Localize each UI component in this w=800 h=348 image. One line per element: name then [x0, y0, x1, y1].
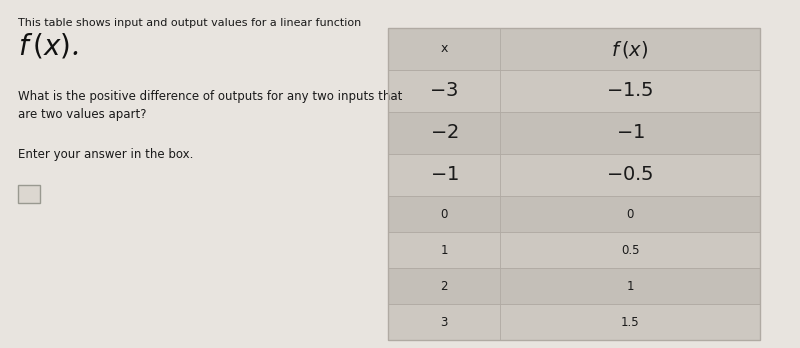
- Text: $-3$: $-3$: [430, 82, 458, 100]
- Text: 1: 1: [626, 279, 634, 293]
- FancyBboxPatch shape: [388, 112, 760, 154]
- Text: 1.5: 1.5: [621, 316, 639, 329]
- FancyBboxPatch shape: [388, 304, 760, 340]
- Text: Enter your answer in the box.: Enter your answer in the box.: [18, 148, 194, 161]
- FancyBboxPatch shape: [388, 70, 760, 112]
- Text: 0: 0: [626, 207, 634, 221]
- Text: $-1$: $-1$: [430, 166, 458, 184]
- Text: $f\,(x)$: $f\,(x)$: [611, 39, 649, 60]
- FancyBboxPatch shape: [388, 232, 760, 268]
- Text: 0: 0: [440, 207, 448, 221]
- FancyBboxPatch shape: [388, 154, 760, 196]
- Text: 2: 2: [440, 279, 448, 293]
- Text: What is the positive difference of outputs for any two inputs that
are two value: What is the positive difference of outpu…: [18, 90, 402, 121]
- Text: x: x: [440, 42, 448, 55]
- Text: $f\,(x)$.: $f\,(x)$.: [18, 32, 78, 61]
- FancyBboxPatch shape: [388, 196, 760, 232]
- FancyBboxPatch shape: [388, 268, 760, 304]
- Text: 3: 3: [440, 316, 448, 329]
- FancyBboxPatch shape: [388, 28, 760, 70]
- Text: This table shows input and output values for a linear function: This table shows input and output values…: [18, 18, 362, 28]
- Text: $-2$: $-2$: [430, 124, 458, 142]
- Text: $-0.5$: $-0.5$: [606, 166, 654, 184]
- Text: 1: 1: [440, 244, 448, 256]
- Text: 0.5: 0.5: [621, 244, 639, 256]
- Text: $-1$: $-1$: [615, 124, 645, 142]
- Text: $-1.5$: $-1.5$: [606, 82, 654, 100]
- FancyBboxPatch shape: [18, 185, 40, 203]
